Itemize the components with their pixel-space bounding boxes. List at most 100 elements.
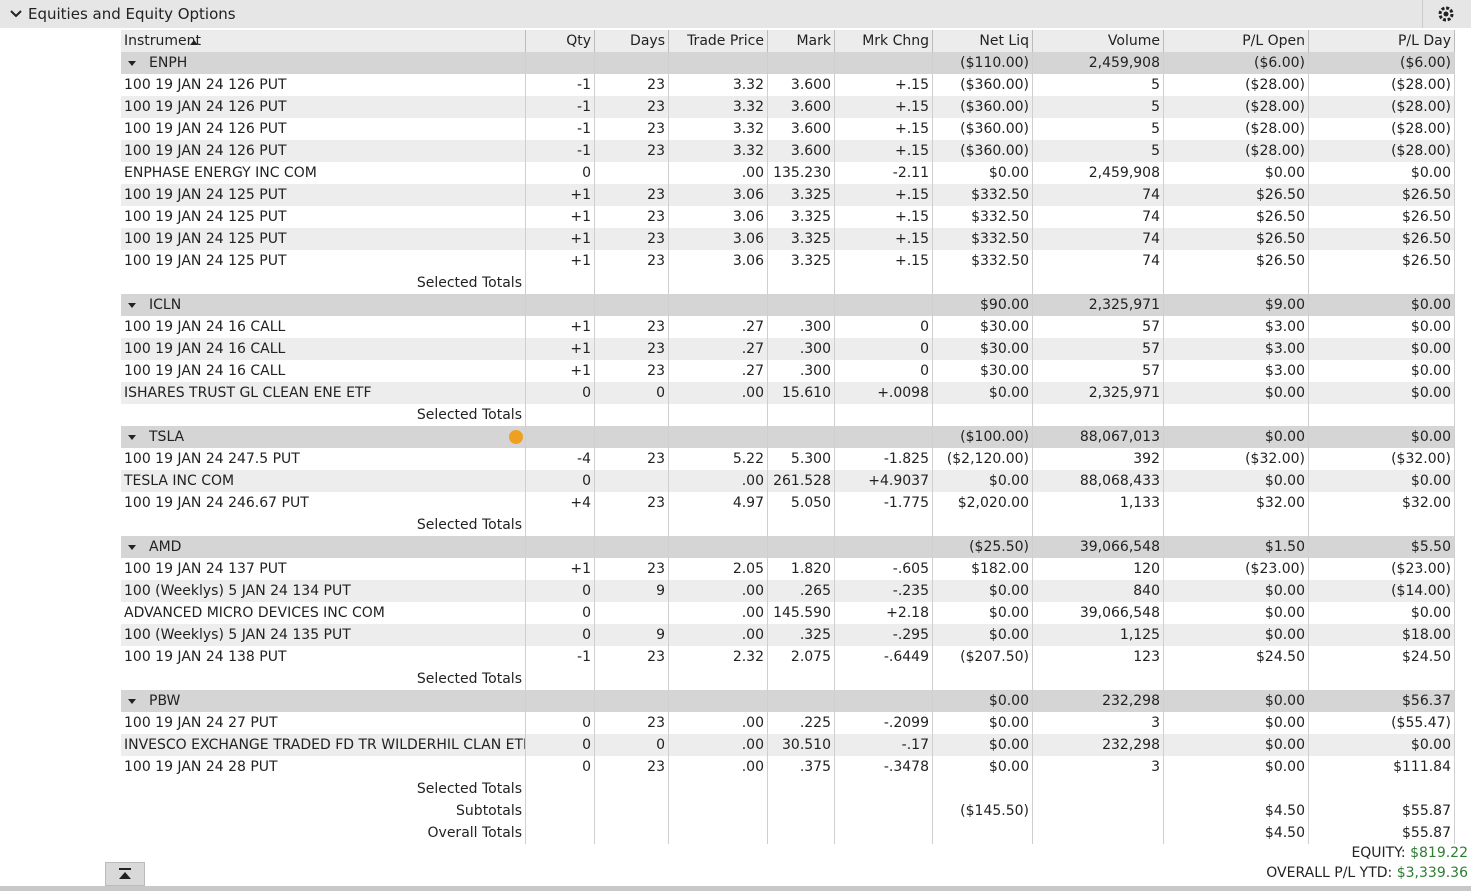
data-row[interactable]: 100 19 JAN 24 16 CALL +1 23.27.300 0 $30.00 5…: [121, 360, 1455, 382]
data-row[interactable]: 100 19 JAN 24 138 PUT -1 23 2.32 2.075 -.6449…: [121, 646, 1455, 668]
data-row[interactable]: ENPHASE ENERGY INC COM 0.00 135.230 -2.11 $0…: [121, 162, 1455, 184]
data-row[interactable]: 100 19 JAN 24 126 PUT -1 23 3.32 3.600 +.15 ($…: [121, 96, 1455, 118]
data-row[interactable]: INVESCO EXCHANGE TRADED FD TR WILDERHIL …: [121, 734, 1455, 756]
value-cell: $3.00: [1164, 338, 1309, 360]
value-cell: 3.06: [669, 250, 768, 272]
group-row[interactable]: AMD ($25.50) 39,066,548 $1.50 $5.50: [121, 536, 1455, 558]
data-row[interactable]: 100 19 JAN 24 16 CALL +1 23.27.300 0 $30.00 5…: [121, 316, 1455, 338]
data-row[interactable]: TESLA INC COM 0.00 261.528 +4.9037 $0.00 88,0…: [121, 470, 1455, 492]
group-toggle[interactable]: [127, 544, 137, 552]
group-row[interactable]: PBW $0.00 232,298 $0.00 $56.37: [121, 690, 1455, 712]
value-cell: [595, 52, 669, 74]
value-cell: [669, 514, 768, 536]
bottom-border: [0, 886, 1471, 891]
instrument-cell: Subtotals: [121, 800, 526, 822]
data-row[interactable]: 100 19 JAN 24 125 PUT +1 23 3.06 3.325 +.15 $3…: [121, 228, 1455, 250]
value-cell: -1: [526, 96, 595, 118]
value-cell: $0.00: [933, 624, 1033, 646]
value-cell: $0.00: [1309, 734, 1455, 756]
totals-row: Selected Totals: [121, 272, 1455, 294]
group-toggle[interactable]: [127, 302, 137, 310]
data-row[interactable]: 100 19 JAN 24 126 PUT -1 23 3.32 3.600 +.15 ($…: [121, 74, 1455, 96]
group-toggle[interactable]: [127, 698, 137, 706]
value-cell: [835, 800, 933, 822]
value-cell: ($360.00): [933, 74, 1033, 96]
value-cell: ($100.00): [933, 426, 1033, 448]
value-cell: $0.00: [933, 382, 1033, 404]
column-header[interactable]: Volume: [1033, 30, 1164, 52]
column-header[interactable]: Trade Price: [669, 30, 768, 52]
data-row[interactable]: 100 19 JAN 24 27 PUT 0 23.00.225 -.2099 $0.0…: [121, 712, 1455, 734]
value-cell: $9.00: [1164, 294, 1309, 316]
value-cell: -.6449: [835, 646, 933, 668]
data-row[interactable]: 100 (Weeklys) 5 JAN 24 134 PUT 0 9.00.265-…: [121, 580, 1455, 602]
column-header[interactable]: Net Liq: [933, 30, 1033, 52]
data-row[interactable]: 100 19 JAN 24 125 PUT +1 23 3.06 3.325 +.15 $3…: [121, 184, 1455, 206]
group-toggle[interactable]: [127, 434, 137, 442]
value-cell: $5.50: [1309, 536, 1455, 558]
column-header[interactable]: P/L Day: [1309, 30, 1455, 52]
value-cell: [1309, 272, 1455, 294]
value-cell: [526, 294, 595, 316]
data-row[interactable]: ADVANCED MICRO DEVICES INC COM 0 .00 145.59…: [121, 602, 1455, 624]
value-cell: $0.00: [1309, 338, 1455, 360]
value-cell: $32.00: [1164, 492, 1309, 514]
value-cell: 88,067,013: [1033, 426, 1164, 448]
value-cell: 23: [595, 96, 669, 118]
value-cell: [526, 272, 595, 294]
data-row[interactable]: 100 19 JAN 24 247.5 PUT -4 23 5.22 5.300 -1.8…: [121, 448, 1455, 470]
value-cell: [669, 778, 768, 800]
scroll-top-button[interactable]: [105, 862, 145, 886]
data-row[interactable]: 100 19 JAN 24 126 PUT -1 23 3.32 3.600 +.15 ($…: [121, 118, 1455, 140]
totals-row: Selected Totals: [121, 404, 1455, 426]
instrument-cell: Selected Totals: [121, 272, 526, 294]
value-cell: $3.00: [1164, 360, 1309, 382]
group-toggle[interactable]: [127, 60, 137, 68]
value-cell: $18.00: [1309, 624, 1455, 646]
value-cell: [669, 404, 768, 426]
data-row[interactable]: 100 19 JAN 24 126 PUT -1 23 3.32 3.600 +.15 ($…: [121, 140, 1455, 162]
group-row[interactable]: TSLA ($100.00) 88,067,013 $0.00 $0.00: [121, 426, 1455, 448]
value-cell: 120: [1033, 558, 1164, 580]
value-cell: 3.06: [669, 206, 768, 228]
data-row[interactable]: 100 19 JAN 24 137 PUT +1 23 2.05 1.820 -.605 $…: [121, 558, 1455, 580]
value-cell: -1: [526, 74, 595, 96]
value-cell: 0: [526, 734, 595, 756]
instrument-cell: ISHARES TRUST GL CLEAN ENE ETF: [121, 382, 526, 404]
value-cell: [768, 822, 835, 844]
group-row[interactable]: ICLN $90.00 2,325,971 $9.00 $0.00: [121, 294, 1455, 316]
value-cell: [768, 536, 835, 558]
column-header[interactable]: P/L Open: [1164, 30, 1309, 52]
value-cell: 0: [526, 602, 595, 624]
settings-icon[interactable]: [1436, 4, 1456, 24]
value-cell: $332.50: [933, 228, 1033, 250]
instrument-cell: 100 19 JAN 24 16 CALL: [121, 360, 526, 382]
value-cell: $24.50: [1164, 646, 1309, 668]
data-row[interactable]: 100 19 JAN 24 28 PUT 0 23.00.375 -.3478 $0.0…: [121, 756, 1455, 778]
value-cell: +2.18: [835, 602, 933, 624]
value-cell: [1164, 514, 1309, 536]
column-header[interactable]: Days: [595, 30, 669, 52]
group-row[interactable]: ENPH ($110.00) 2,459,908 ($6.00) ($6.00): [121, 52, 1455, 74]
value-cell: $32.00: [1309, 492, 1455, 514]
value-cell: 2.05: [669, 558, 768, 580]
data-row[interactable]: 100 (Weeklys) 5 JAN 24 135 PUT 0 9.00.325-…: [121, 624, 1455, 646]
totals-row: Selected Totals: [121, 514, 1455, 536]
data-row[interactable]: 100 19 JAN 24 125 PUT +1 23 3.06 3.325 +.15 $3…: [121, 206, 1455, 228]
value-cell: $0.00: [1164, 580, 1309, 602]
value-cell: [768, 272, 835, 294]
value-cell: 3.325: [768, 184, 835, 206]
value-cell: $24.50: [1309, 646, 1455, 668]
collapse-icon[interactable]: [10, 9, 22, 19]
section-header[interactable]: Equities and Equity Options: [0, 0, 1471, 28]
data-row[interactable]: 100 19 JAN 24 16 CALL +1 23.27.300 0 $30.00 5…: [121, 338, 1455, 360]
value-cell: +1: [526, 228, 595, 250]
column-header[interactable]: Instrument: [121, 30, 526, 52]
data-row[interactable]: 100 19 JAN 24 246.67 PUT +4 23 4.97 5.050 -1.…: [121, 492, 1455, 514]
column-header[interactable]: Mark: [768, 30, 835, 52]
column-header[interactable]: Qty: [526, 30, 595, 52]
instrument-cell: 100 19 JAN 24 126 PUT: [121, 118, 526, 140]
data-row[interactable]: ISHARES TRUST GL CLEAN ENE ETF 0 0.00 15.61…: [121, 382, 1455, 404]
column-header[interactable]: Mrk Chng: [835, 30, 933, 52]
data-row[interactable]: 100 19 JAN 24 125 PUT +1 23 3.06 3.325 +.15 $3…: [121, 250, 1455, 272]
